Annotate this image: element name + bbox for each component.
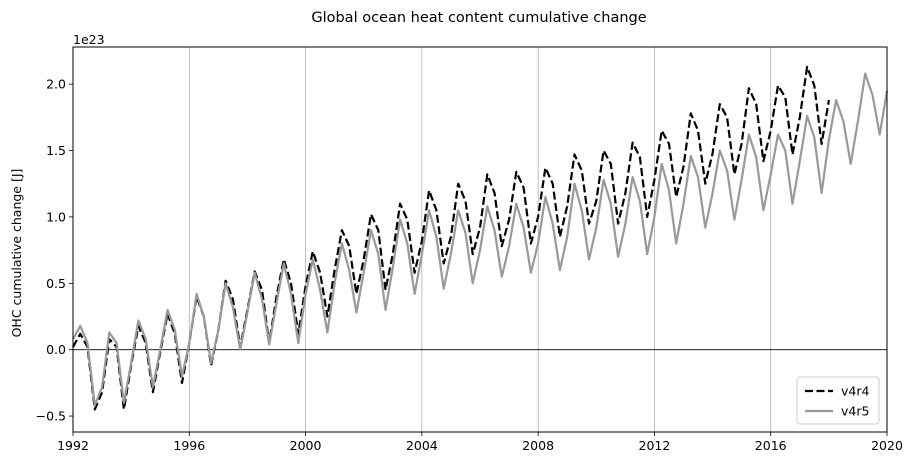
y-axis-label: OHC cumulative change [J] <box>9 169 24 338</box>
x-tick-label-4: 2008 <box>522 438 554 453</box>
series-layer <box>72 65 889 411</box>
y-tick-label-4: 1.5 <box>46 143 66 158</box>
x-tick-label-5: 2012 <box>639 438 671 453</box>
legend-box <box>796 376 880 425</box>
x-tick-label-2: 2000 <box>290 438 322 453</box>
legend-label-v4r5: v4r5 <box>841 404 869 419</box>
grid <box>188 47 772 432</box>
series-line-v4r5 <box>72 72 889 407</box>
chart-title: Global ocean heat content cumulative cha… <box>311 10 646 26</box>
plot-frame <box>72 46 888 433</box>
legend-label-v4r4: v4r4 <box>841 384 869 399</box>
x-tick-label-1: 1996 <box>173 438 205 453</box>
y-tick-label-3: 1.0 <box>46 209 66 224</box>
y-tick-label-1: 0.0 <box>46 342 66 357</box>
y-tick-label-5: 2.0 <box>46 77 66 92</box>
y-axis-offset-text: 1e23 <box>73 32 105 47</box>
y-tick-label-0: −0.5 <box>36 409 66 424</box>
legend: v4r4 v4r5 <box>796 376 880 425</box>
y-tick-label-2: 0.5 <box>46 276 66 291</box>
x-tick-label-3: 2004 <box>406 438 438 453</box>
x-tick-labels: 1992 1996 2000 2004 2008 2012 2016 2020 <box>57 438 903 453</box>
x-tick-label-0: 1992 <box>57 438 89 453</box>
y-tick-labels: −0.5 0.0 0.5 1.0 1.5 2.0 <box>36 77 66 424</box>
tick-marks <box>69 83 888 436</box>
x-tick-label-7: 2020 <box>871 438 903 453</box>
x-tick-label-6: 2016 <box>755 438 787 453</box>
